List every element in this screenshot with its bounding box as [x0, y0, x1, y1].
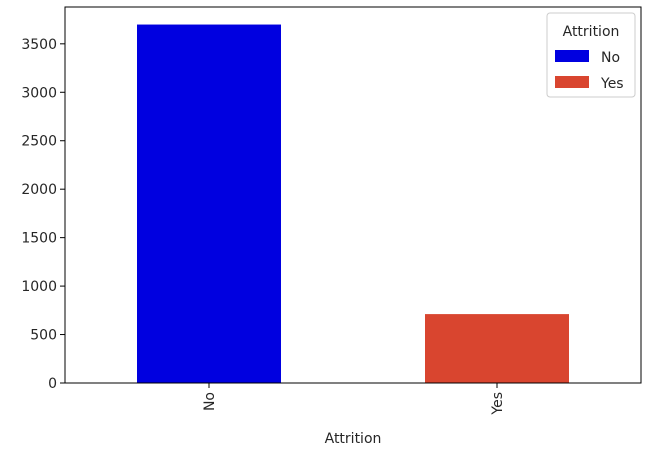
legend-label-no: No — [601, 50, 620, 66]
y-tick-label: 0 — [48, 376, 57, 392]
y-tick-label: 500 — [30, 328, 57, 344]
legend: Attrition No Yes — [546, 12, 636, 98]
bars-layer — [137, 24, 569, 383]
y-tick-label: 3000 — [21, 85, 57, 101]
x-tick-label-no: No — [202, 392, 218, 411]
y-tick-label: 1000 — [21, 279, 57, 295]
legend-label-yes: Yes — [600, 76, 624, 92]
y-tick-label: 2500 — [21, 134, 57, 150]
y-tick-label: 3500 — [21, 37, 57, 53]
x-axis: No Yes — [202, 383, 506, 416]
x-axis-label: Attrition — [325, 431, 382, 447]
legend-swatch-yes — [555, 76, 589, 88]
legend-swatch-no — [555, 50, 589, 62]
legend-title: Attrition — [563, 24, 620, 40]
bar-yes — [425, 314, 569, 383]
y-axis: 0 500 1000 1500 2000 2500 3000 3500 — [21, 37, 65, 392]
y-tick-label: 1500 — [21, 231, 57, 247]
plot-frame — [64, 6, 642, 384]
x-tick-label-yes: Yes — [490, 392, 506, 416]
bar-no — [137, 24, 281, 383]
y-tick-label: 2000 — [21, 182, 57, 198]
legend-entries: No Yes — [555, 50, 624, 92]
